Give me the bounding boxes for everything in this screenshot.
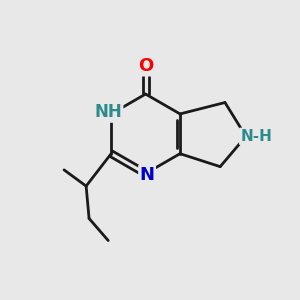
- Text: O: O: [138, 57, 153, 75]
- Text: NH: NH: [94, 103, 122, 122]
- Text: N: N: [140, 166, 154, 184]
- Text: N-H: N-H: [240, 129, 272, 144]
